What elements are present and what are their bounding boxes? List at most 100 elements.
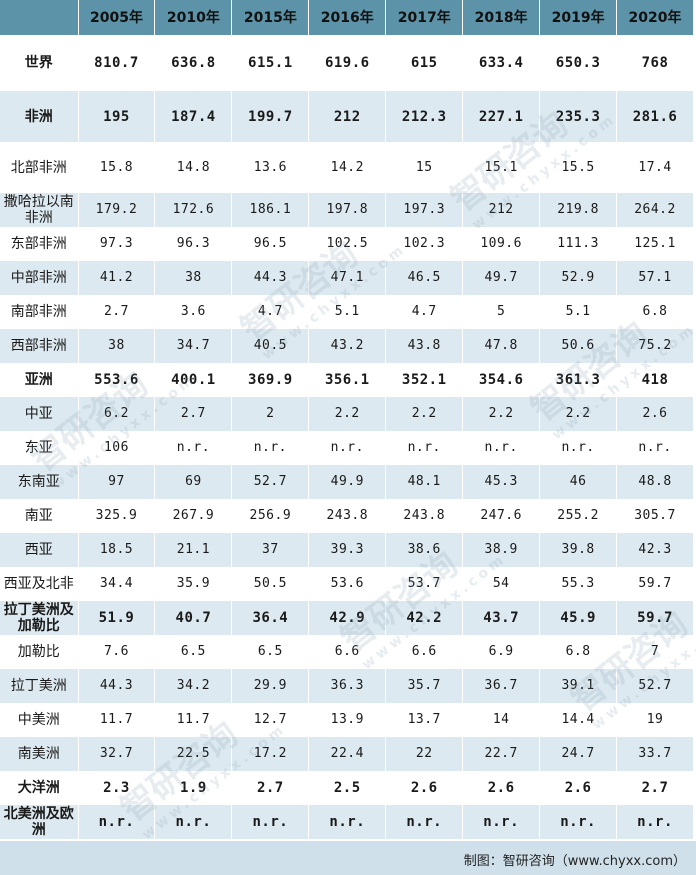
table-cell: 212 — [462, 193, 541, 227]
table-cell: 199.7 — [231, 91, 310, 142]
row-label: 非洲 — [0, 91, 79, 142]
table-cell: 15.1 — [462, 142, 541, 193]
table-cell: 227.1 — [462, 91, 541, 142]
data-table: 2005年 2010年 2015年 2016年 2017年 2018年 2019年 2020年… — [0, 0, 694, 839]
table-cell: 53.6 — [308, 567, 387, 601]
row-label: 北部非洲 — [0, 142, 79, 193]
table-cell: 34.7 — [154, 329, 233, 363]
table-cell: 305.7 — [616, 499, 694, 533]
table-cell: n.r. — [231, 431, 310, 465]
column-header: 2018年 — [462, 0, 541, 35]
table-row: 西亚及北非 34.4 35.9 50.5 53.6 53.7 54 55.3 59.7 — [0, 567, 694, 601]
table-row: 西部非洲 38 34.7 40.5 43.2 43.8 47.8 50.6 75.2 — [0, 329, 694, 363]
row-label: 中部非洲 — [0, 261, 79, 295]
table-row: 世界 810.7 636.8 615.1 619.6 615 633.4 650.3 768 — [0, 35, 694, 91]
table-cell: n.r. — [539, 805, 618, 839]
table-cell: 2.2 — [385, 397, 464, 431]
table-cell: 48.8 — [616, 465, 694, 499]
table-cell: 2.7 — [154, 397, 233, 431]
table-cell: 264.2 — [616, 193, 694, 227]
table-row: 加勒比 7.6 6.5 6.5 6.6 6.6 6.9 6.8 7 — [0, 635, 694, 669]
table-row: 中部非洲 41.2 38 44.3 47.1 46.5 49.7 52.9 57.1 — [0, 261, 694, 295]
table-cell: 195 — [78, 91, 156, 142]
table-cell: 34.4 — [78, 567, 156, 601]
table-cell: 267.9 — [154, 499, 233, 533]
table-cell: 2.6 — [462, 771, 541, 805]
table-row: 中亚 6.2 2.7 2 2.2 2.2 2.2 2.2 2.6 — [0, 397, 694, 431]
table-cell: 14 — [462, 703, 541, 737]
column-header: 2015年 — [231, 0, 310, 35]
table-cell: 32.7 — [78, 737, 156, 771]
table-cell: 325.9 — [78, 499, 156, 533]
table-cell: 40.7 — [154, 601, 233, 635]
table-cell: 45.3 — [462, 465, 541, 499]
table-cell: 15 — [385, 142, 464, 193]
table-cell: 48.1 — [385, 465, 464, 499]
table-cell: 97.3 — [78, 227, 156, 261]
table-cell: 11.7 — [78, 703, 156, 737]
table-cell: 52.7 — [616, 669, 694, 703]
table-cell: 418 — [616, 363, 694, 397]
table-cell: 615.1 — [231, 35, 310, 91]
row-label: 世界 — [0, 35, 79, 91]
column-header: 2020年 — [616, 0, 694, 35]
table-cell: 212.3 — [385, 91, 464, 142]
table-cell: 22.5 — [154, 737, 233, 771]
table-cell: 256.9 — [231, 499, 310, 533]
table-cell: 4.7 — [231, 295, 310, 329]
table-cell: n.r. — [78, 805, 156, 839]
table-cell: 46.5 — [385, 261, 464, 295]
row-label: 撒哈拉以南非洲 — [0, 193, 79, 227]
table-row: 南美洲 32.7 22.5 17.2 22.4 22 22.7 24.7 33.7 — [0, 737, 694, 771]
table-cell: 22.4 — [308, 737, 387, 771]
table-row: 拉丁美洲及加勒比 51.9 40.7 36.4 42.9 42.2 43.7 45.9 59.7 — [0, 601, 694, 635]
row-label: 东亚 — [0, 431, 79, 465]
table-cell: 5.1 — [539, 295, 618, 329]
table-cell: 96.3 — [154, 227, 233, 261]
table-cell: 39.8 — [539, 533, 618, 567]
table-cell: 5.1 — [308, 295, 387, 329]
table-cell: 5 — [462, 295, 541, 329]
table-cell: 6.5 — [231, 635, 310, 669]
table-row: 亚洲 553.6 400.1 369.9 356.1 352.1 354.6 361.3 418 — [0, 363, 694, 397]
table-cell: 55.3 — [539, 567, 618, 601]
table-cell: 34.2 — [154, 669, 233, 703]
table-cell: 354.6 — [462, 363, 541, 397]
row-label: 南美洲 — [0, 737, 79, 771]
table-cell: 47.1 — [308, 261, 387, 295]
table-row: 大洋洲 2.3 1.9 2.7 2.5 2.6 2.6 2.6 2.7 — [0, 771, 694, 805]
table-row: 东南亚 97 69 52.7 49.9 48.1 45.3 46 48.8 — [0, 465, 694, 499]
table-cell: 42.3 — [616, 533, 694, 567]
table-cell: 2.6 — [616, 397, 694, 431]
table-cell: 50.5 — [231, 567, 310, 601]
table-row: 北部非洲 15.8 14.8 13.6 14.2 15 15.1 15.5 17.4 — [0, 142, 694, 193]
table-cell: 356.1 — [308, 363, 387, 397]
table-cell: 212 — [308, 91, 387, 142]
table-cell: 75.2 — [616, 329, 694, 363]
table-row: 东部非洲 97.3 96.3 96.5 102.5 102.3 109.6 111.3 125.… — [0, 227, 694, 261]
table-cell: 102.5 — [308, 227, 387, 261]
table-cell: n.r. — [385, 805, 464, 839]
table-cell: 6.6 — [308, 635, 387, 669]
table-cell: 14.8 — [154, 142, 233, 193]
table-cell: 39.3 — [308, 533, 387, 567]
table-cell: n.r. — [539, 431, 618, 465]
column-header: 2017年 — [385, 0, 464, 35]
table-cell: 59.7 — [616, 601, 694, 635]
table-row: 撒哈拉以南非洲 179.2 172.6 186.1 197.8 197.3 212 219.8… — [0, 193, 694, 227]
table-cell: 2.2 — [539, 397, 618, 431]
table-cell: 186.1 — [231, 193, 310, 227]
table-cell: 6.6 — [385, 635, 464, 669]
table-cell: n.r. — [385, 431, 464, 465]
column-header: 2010年 — [154, 0, 233, 35]
header-corner — [0, 0, 79, 35]
table-cell: 97 — [78, 465, 156, 499]
table-cell: 6.5 — [154, 635, 233, 669]
table-cell: n.r. — [231, 805, 310, 839]
table-cell: n.r. — [308, 431, 387, 465]
table-row: 非洲 195 187.4 199.7 212 212.3 227.1 235.3 281.6 — [0, 91, 694, 142]
table-cell: 4.7 — [385, 295, 464, 329]
table-cell: 172.6 — [154, 193, 233, 227]
row-label: 东南亚 — [0, 465, 79, 499]
table-cell: 2.5 — [308, 771, 387, 805]
